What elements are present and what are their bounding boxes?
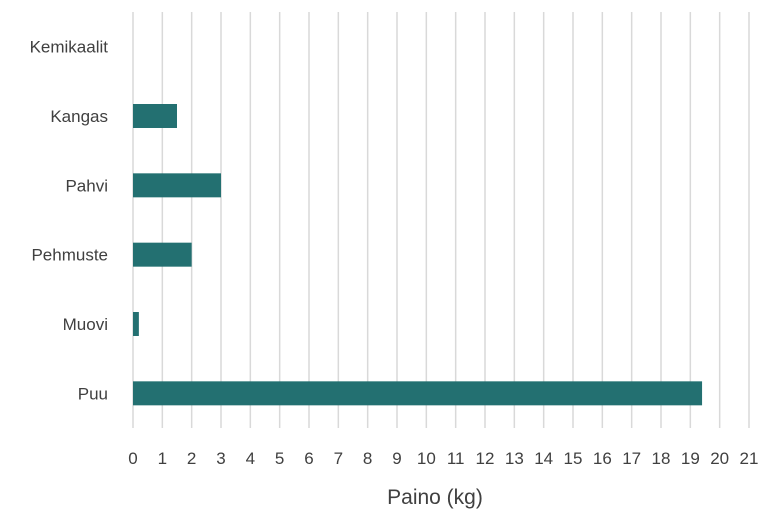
- x-tick-label: 7: [334, 449, 343, 468]
- x-tick-labels: 0 1 2 3 4 5 6 7 8 9 10 11 12 13 14 15 16 17 18 19 20 21: [128, 449, 758, 468]
- category-label: Pehmuste: [31, 246, 108, 265]
- category-label: Muovi: [63, 315, 108, 334]
- x-tick-label: 5: [275, 449, 284, 468]
- x-tick-label: 19: [681, 449, 700, 468]
- x-tick-label: 17: [622, 449, 641, 468]
- x-tick-label: 10: [417, 449, 436, 468]
- bar-pehmuste: [133, 242, 192, 267]
- x-tick-label: 9: [392, 449, 401, 468]
- x-tick-label: 2: [187, 449, 196, 468]
- bars: [133, 104, 703, 406]
- bar-pahvi: [133, 173, 221, 198]
- category-label: Puu: [78, 384, 108, 403]
- x-tick-label: 16: [593, 449, 612, 468]
- bar-puu: [133, 381, 703, 406]
- x-tick-label: 8: [363, 449, 372, 468]
- x-tick-label: 12: [476, 449, 495, 468]
- x-tick-label: 0: [128, 449, 137, 468]
- x-tick-label: 14: [534, 449, 553, 468]
- category-label: Kangas: [50, 107, 108, 126]
- x-tick-label: 15: [564, 449, 583, 468]
- x-axis-title: Paino (kg): [387, 486, 483, 509]
- category-label: Kemikaalit: [30, 38, 109, 57]
- x-tick-label: 18: [652, 449, 671, 468]
- x-tick-label: 6: [304, 449, 313, 468]
- x-tick-label: 11: [447, 449, 465, 468]
- gridlines: [132, 12, 750, 428]
- bar-kangas: [133, 104, 177, 128]
- category-labels: Puu Muovi Pehmuste Pahvi Kangas Kemikaalit: [30, 38, 109, 404]
- category-label: Pahvi: [65, 176, 108, 195]
- x-tick-label: 13: [505, 449, 524, 468]
- x-tick-label: 3: [216, 449, 225, 468]
- x-tick-label: 20: [710, 449, 729, 468]
- x-tick-label: 4: [246, 449, 255, 468]
- bar-muovi: [133, 312, 139, 336]
- x-tick-label: 1: [158, 449, 167, 468]
- x-tick-label: 21: [740, 449, 759, 468]
